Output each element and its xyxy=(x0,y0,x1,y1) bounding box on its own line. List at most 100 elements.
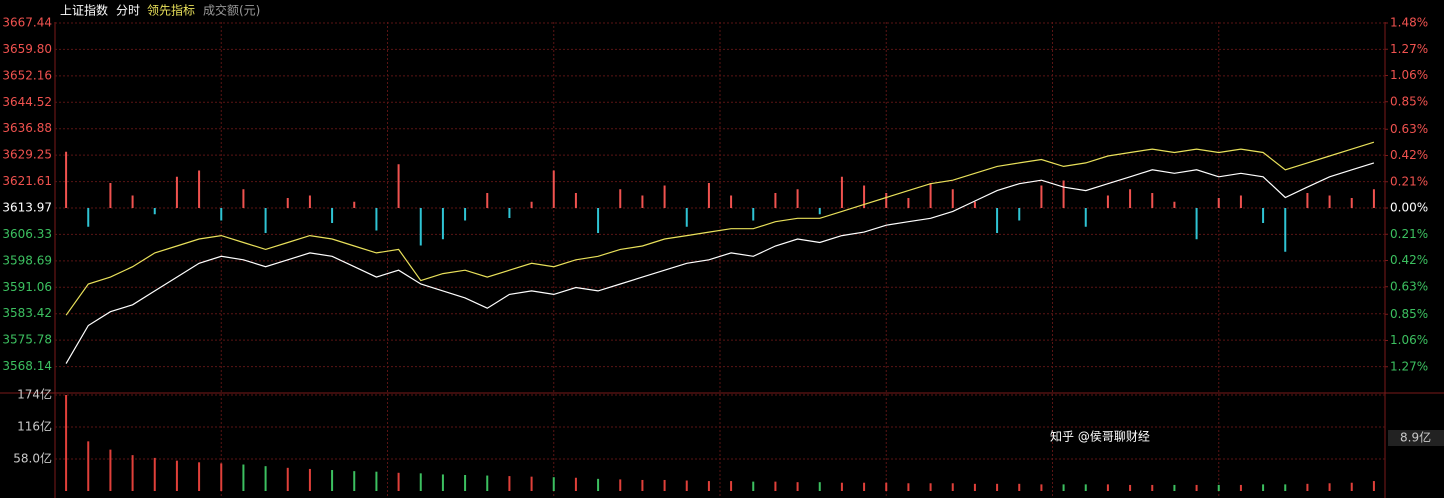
y2-tick-label: 0.85% xyxy=(1390,307,1428,321)
volume-tick-label: 58.0亿 xyxy=(13,451,52,466)
strength-bar xyxy=(419,208,422,246)
volume-bar xyxy=(663,479,666,491)
strength-bar xyxy=(907,198,910,208)
volume-bar xyxy=(87,441,90,491)
strength-bar xyxy=(264,208,267,233)
y2-tick-label: 0.85% xyxy=(1390,94,1428,108)
y2-tick-label: 0.42% xyxy=(1390,148,1428,162)
strength-bar xyxy=(730,195,733,208)
strength-bar xyxy=(353,201,356,208)
y-tick-label: 3667.44 xyxy=(2,16,52,30)
volume-bar xyxy=(929,483,932,491)
volume-bar xyxy=(308,468,311,491)
y-tick-label: 3644.52 xyxy=(2,95,52,109)
volume-bar xyxy=(840,482,843,491)
strength-bar xyxy=(1129,189,1132,208)
strength-bar xyxy=(286,198,289,208)
strength-bar xyxy=(153,208,156,215)
y2-tick-label: 1.48% xyxy=(1390,16,1428,30)
strength-bar xyxy=(1306,193,1309,208)
strength-bar xyxy=(1217,198,1220,208)
strength-bar xyxy=(242,189,245,208)
volume-bar xyxy=(730,481,733,491)
volume-bar xyxy=(1262,484,1265,491)
strength-bar xyxy=(752,208,755,221)
y-tick-label: 3629.25 xyxy=(2,148,52,162)
y2-tick-label: 1.06% xyxy=(1390,68,1428,82)
volume-bar xyxy=(486,475,489,491)
y-tick-label: 3652.16 xyxy=(2,68,52,82)
indicator[interactable]: 领先指标 xyxy=(147,3,195,18)
volume-bar xyxy=(1040,484,1043,491)
y2-tick-label: 0.21% xyxy=(1390,174,1428,188)
price-line xyxy=(65,162,1375,364)
strength-bar xyxy=(1284,208,1287,252)
strength-bar xyxy=(1084,208,1087,227)
strength-bar xyxy=(87,208,90,227)
mode[interactable]: 分时 xyxy=(116,4,140,18)
volume-bar xyxy=(951,483,954,491)
strength-bar xyxy=(1195,208,1198,240)
strength-bar xyxy=(685,208,688,227)
volume-bar xyxy=(619,479,622,491)
volume-bar xyxy=(397,472,400,491)
volume-bar xyxy=(1328,483,1331,491)
strength-bar xyxy=(840,176,843,208)
strength-bar xyxy=(464,208,467,221)
volume-tick-label: 174亿 xyxy=(17,387,52,402)
strength-bar xyxy=(508,208,511,218)
y2-tick-label: 0.42% xyxy=(1390,253,1428,267)
volume-bar xyxy=(464,475,467,491)
volume-bar xyxy=(419,473,422,491)
volume-bar xyxy=(907,483,910,491)
volume-bar xyxy=(198,462,201,491)
volume-bar xyxy=(574,477,577,491)
price-line xyxy=(65,141,1375,316)
strength-bar xyxy=(1173,201,1176,208)
volume-bar xyxy=(264,466,267,491)
strength-bar xyxy=(530,201,533,208)
strength-bar xyxy=(109,183,112,208)
volume-bar xyxy=(286,467,289,491)
strength-bar xyxy=(1262,208,1265,223)
volume-bar xyxy=(1372,481,1375,491)
readout-box xyxy=(1388,430,1444,446)
volume-bar xyxy=(552,477,555,491)
strength-bar xyxy=(131,195,134,208)
strength-bar xyxy=(951,189,954,208)
volume-bar xyxy=(242,464,245,491)
y2-tick-label: 0.21% xyxy=(1390,227,1428,241)
volume-bar xyxy=(131,455,134,491)
volume-bar xyxy=(508,476,511,491)
strength-bar xyxy=(1018,208,1021,221)
strength-bar xyxy=(1350,198,1353,208)
y-tick-label: 3636.88 xyxy=(2,121,52,135)
volume-bar xyxy=(65,395,68,491)
strength-bar xyxy=(996,208,999,233)
volume-bar xyxy=(1129,484,1132,491)
index-name[interactable]: 上证指数 xyxy=(60,3,108,18)
strength-bar xyxy=(220,208,223,221)
strength-bar xyxy=(486,193,489,208)
volume-bar xyxy=(863,482,866,491)
y2-tick-label: 1.27% xyxy=(1390,42,1428,56)
volume-bar xyxy=(353,471,356,491)
volume-bar xyxy=(175,460,178,491)
volume-bar xyxy=(1106,484,1109,491)
strength-bar xyxy=(1372,189,1375,208)
y-tick-label: 3659.80 xyxy=(2,42,52,56)
volume-bar xyxy=(707,481,710,491)
strength-bar xyxy=(1328,195,1331,208)
strength-bar xyxy=(597,208,600,233)
y-tick-label: 3575.78 xyxy=(2,333,52,347)
strength-bar xyxy=(65,151,68,208)
strength-bar xyxy=(308,195,311,208)
strength-bar xyxy=(707,183,710,208)
volume-bar xyxy=(774,481,777,491)
volume-bar xyxy=(1151,484,1154,491)
strength-bar xyxy=(331,208,334,223)
y-tick-label: 3591.06 xyxy=(2,280,52,294)
strength-bar xyxy=(774,193,777,208)
volume-bar xyxy=(220,463,223,491)
strength-bar xyxy=(973,201,976,208)
